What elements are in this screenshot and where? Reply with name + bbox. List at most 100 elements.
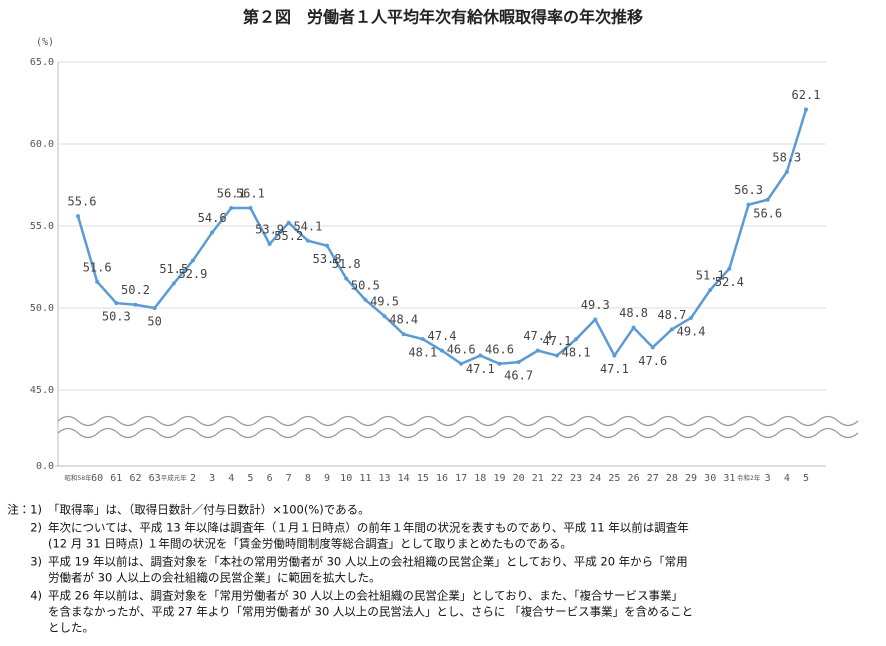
x-tick-label: 15 xyxy=(417,473,429,484)
x-tick-label: 24 xyxy=(589,473,601,484)
x-tick-label: 5 xyxy=(247,473,253,484)
data-label: 46.6 xyxy=(485,342,514,356)
data-point xyxy=(401,332,406,337)
data-point xyxy=(420,337,425,342)
x-tick-label: 16 xyxy=(436,473,448,484)
x-tick-label: 13 xyxy=(379,473,391,484)
x-tick-label: 29 xyxy=(685,473,697,484)
data-point xyxy=(765,197,770,202)
axis-break xyxy=(57,427,859,439)
data-label: 49.5 xyxy=(370,295,399,309)
data-label: 48.1 xyxy=(408,346,437,360)
note-text: 平成 19 年以前は、調査対象を「本社の常用労働者が 30 人以上の会社組織の民… xyxy=(48,555,688,569)
data-point xyxy=(248,205,253,210)
data-point xyxy=(478,353,483,358)
data-point xyxy=(804,107,808,112)
data-point xyxy=(669,327,674,332)
x-tick-label: 14 xyxy=(398,473,410,484)
x-tick-label: 17 xyxy=(455,473,467,484)
data-point xyxy=(631,325,636,330)
x-tick-label: 26 xyxy=(628,473,640,484)
data-label: 48.8 xyxy=(619,306,648,320)
x-tick-label: 19 xyxy=(493,473,505,484)
data-label: 47.4 xyxy=(523,329,552,343)
data-label: 51.6 xyxy=(83,260,112,274)
data-label: 55.2 xyxy=(274,229,303,243)
x-tick-label: 5 xyxy=(803,473,809,484)
data-label: 47.1 xyxy=(542,334,571,348)
x-tick-label: 4 xyxy=(784,473,790,484)
data-label: 47.1 xyxy=(466,362,495,376)
data-point xyxy=(267,242,272,247)
x-tick-label: 23 xyxy=(570,473,582,484)
x-tick-label: 平成元年 xyxy=(161,473,188,482)
data-point xyxy=(708,287,713,292)
data-label: 52.4 xyxy=(715,275,744,289)
x-tick-label: 3 xyxy=(209,473,215,484)
data-point xyxy=(689,315,694,320)
note-text: とした。 xyxy=(48,621,94,635)
y-tick-label: 0.0 xyxy=(36,461,54,472)
data-point xyxy=(574,337,579,342)
data-point xyxy=(497,361,502,366)
data-point xyxy=(516,360,521,365)
data-point xyxy=(229,205,234,210)
x-tick-label: 昭和58年 xyxy=(64,473,92,482)
data-point xyxy=(286,220,291,225)
data-point xyxy=(612,353,617,358)
x-tick-label: 60 xyxy=(91,473,103,484)
data-label: 50.2 xyxy=(121,283,150,297)
data-label: 54.1 xyxy=(293,219,322,233)
data-label: 46.7 xyxy=(504,369,533,383)
note-text: (12 月 31 日時点) １年間の状況を「賃金労働時間制度等総合調査」として取… xyxy=(48,537,572,551)
note-text: 「取得率」は、（取得日数計／付与日数計）×100(%)である。 xyxy=(48,503,370,517)
note-marker: 3) xyxy=(30,555,42,569)
data-point xyxy=(152,306,157,310)
data-point xyxy=(76,214,80,219)
data-label: 49.3 xyxy=(581,298,610,312)
data-point xyxy=(171,281,176,286)
axis-break xyxy=(57,415,859,427)
data-point xyxy=(784,169,789,174)
data-point xyxy=(593,317,598,322)
data-label: 51.1 xyxy=(696,268,725,282)
x-tick-label: 令和2年 xyxy=(737,473,761,482)
data-label: 51.8 xyxy=(332,257,361,271)
data-point xyxy=(95,279,100,284)
x-tick-label: 61 xyxy=(110,473,122,484)
y-tick-label: 55.0 xyxy=(30,221,54,232)
data-point xyxy=(554,353,559,358)
data-label: 52.9 xyxy=(178,267,207,281)
x-tick-label: 63 xyxy=(149,473,161,484)
x-tick-label: 22 xyxy=(551,473,563,484)
data-label: 53.9 xyxy=(255,223,284,237)
x-tick-label: 2 xyxy=(190,473,196,484)
data-label: 54.6 xyxy=(198,211,227,225)
data-label: 62.1 xyxy=(792,88,821,102)
x-tick-label: 30 xyxy=(704,473,716,484)
data-point xyxy=(440,348,444,353)
x-tick-label: 27 xyxy=(647,473,659,484)
y-tick-label: 65.0 xyxy=(30,57,54,68)
data-label: 56.3 xyxy=(734,183,763,197)
data-label: 50 xyxy=(147,315,161,329)
x-tick-label: 4 xyxy=(228,473,234,484)
data-point xyxy=(210,230,215,235)
data-label: 48.7 xyxy=(657,308,686,322)
data-label: 51.5 xyxy=(159,262,188,276)
data-label: 46.6 xyxy=(447,342,476,356)
data-point xyxy=(535,348,540,353)
data-point xyxy=(459,361,464,366)
note-text: 年次については、平成 13 年以降は調査年（１月１日時点）の前年１年間の状況を表… xyxy=(48,521,689,535)
data-point xyxy=(325,243,330,248)
y-unit: (%) xyxy=(36,37,54,48)
x-tick-label: 7 xyxy=(286,473,292,484)
data-label: 55.6 xyxy=(68,195,97,209)
x-tick-label: 31 xyxy=(723,473,735,484)
data-point xyxy=(746,202,751,207)
x-tick-label: 18 xyxy=(474,473,486,484)
data-label: 56.1 xyxy=(217,186,246,200)
x-tick-label: 6 xyxy=(267,473,273,484)
data-label: 48.1 xyxy=(562,346,591,360)
